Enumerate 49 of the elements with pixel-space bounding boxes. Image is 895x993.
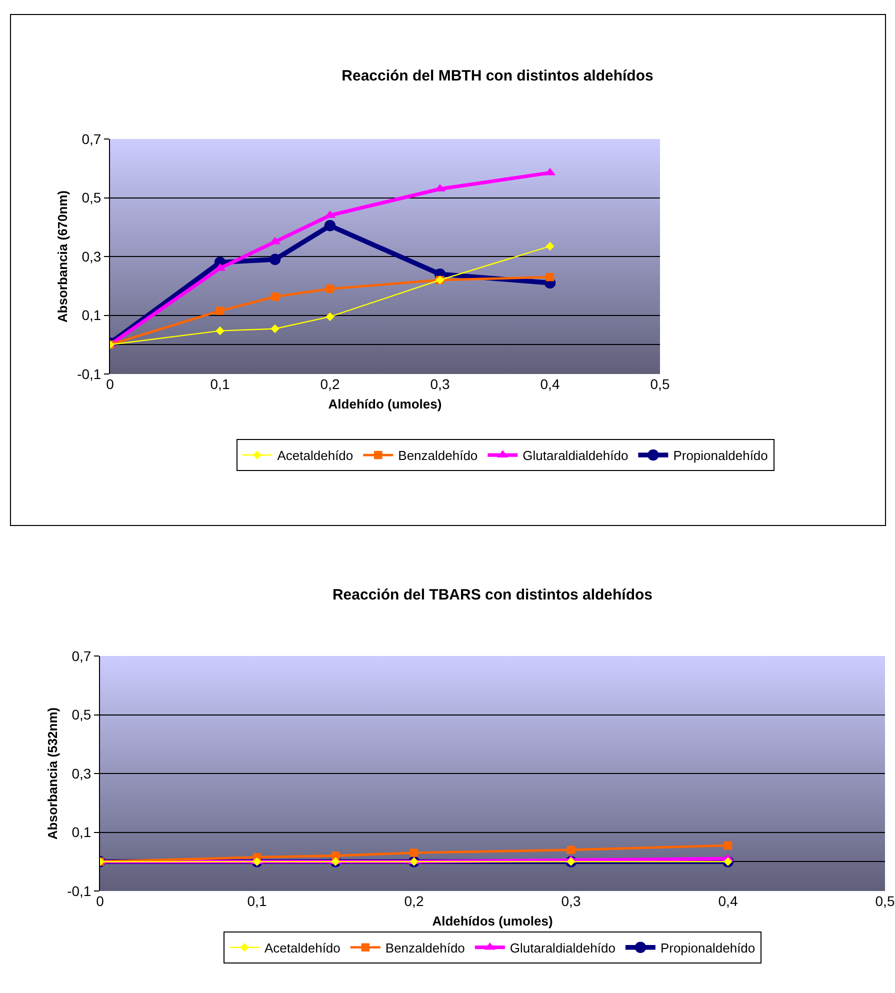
y-tick-label: 0,1 [82, 307, 102, 324]
point [546, 242, 554, 251]
point [216, 306, 224, 315]
y-tick-label: 0,3 [72, 765, 92, 782]
y-tick-label: 0,7 [82, 130, 102, 147]
x-tick-label: 0 [106, 376, 114, 392]
legend-label: Propionaldehído [660, 940, 756, 956]
legend-label: Glutaraldialdehído [510, 940, 616, 956]
point [566, 846, 576, 854]
point [724, 841, 732, 850]
y-tick-label: 0,5 [82, 190, 102, 206]
x-tick-label: 0,5 [650, 376, 670, 392]
point [324, 220, 336, 232]
point [269, 254, 281, 266]
x-tick-label: 0,2 [404, 893, 424, 909]
point [270, 292, 280, 301]
x-tick-label: 0,2 [320, 376, 340, 392]
x-axis-title: Aldehído (umoles) [328, 396, 442, 412]
legend-label: Benzaldehído [398, 448, 478, 464]
point [270, 324, 280, 334]
legend-label: Acetaldehído [277, 448, 354, 464]
legend-label: Benzaldehído [385, 940, 465, 956]
chart-title: Reacción del TBARS con distintos aldehídos [332, 586, 653, 604]
legend-label: Acetaldehído [264, 940, 340, 956]
x-tick-label: 0,1 [247, 893, 267, 909]
x-tick-label: 0,1 [210, 376, 230, 392]
x-tick-label: 0,3 [561, 893, 581, 909]
x-tick-label: 0,5 [875, 893, 895, 909]
y-tick-label: 0,3 [82, 248, 102, 264]
x-tick-label: 0,4 [540, 376, 560, 392]
y-tick-label: -0,1 [67, 882, 92, 899]
y-tick-label: -0,1 [77, 366, 102, 382]
y-tick-label: 0,5 [72, 706, 92, 723]
x-tick-label: 0 [96, 893, 104, 909]
point [410, 848, 418, 857]
x-tick-label: 0,4 [718, 893, 738, 909]
y-tick-label: 0,7 [72, 648, 92, 664]
x-tick-label: 0,3 [430, 376, 450, 392]
x-axis-title: Aldehídos (umoles) [432, 914, 553, 929]
y-axis-title: Absorbancia (670nm) [55, 190, 70, 323]
point [326, 284, 334, 293]
y-tick-label: 0,1 [72, 824, 92, 840]
legend-label: Propionaldehído [673, 448, 768, 464]
point [546, 272, 554, 282]
y-axis-title: Absorbancia (532nm) [45, 707, 60, 840]
point [326, 312, 334, 322]
legend-label: Glutaraldialdehído [522, 448, 628, 464]
chart-title: Reacción del MBTH con distintos aldehídos [342, 67, 654, 84]
point [216, 326, 224, 336]
